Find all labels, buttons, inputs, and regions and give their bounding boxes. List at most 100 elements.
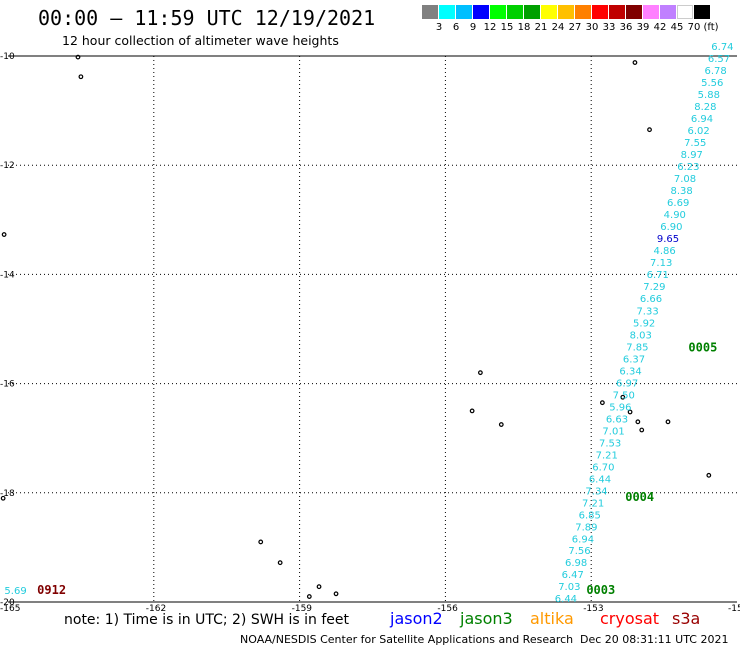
colorbar-swatch (456, 5, 472, 19)
swh-value-label: 5.88 (698, 90, 720, 101)
swh-value-label: 4.90 (664, 210, 686, 221)
track-time-marker: 0912 (37, 583, 66, 597)
swh-value-label: 6.44 (589, 474, 611, 485)
colorbar-tick-label: 9 (469, 22, 477, 33)
colorbar-tick-label: 45 (670, 22, 684, 33)
swh-value-label: 8.28 (694, 102, 716, 113)
swh-value-label: 7.21 (582, 498, 604, 509)
swh-value-label: 6.70 (592, 462, 614, 473)
colorbar-swatch (609, 5, 625, 19)
island-outline (469, 408, 475, 414)
latitude-tick-label: -20 (0, 598, 15, 608)
colorbar-swatch (592, 5, 608, 19)
longitude-tick-label: -162 (146, 604, 166, 614)
footer-note: note: 1) Time is in UTC; 2) SWH is in fe… (64, 612, 350, 628)
island-outline (647, 127, 652, 133)
mission-legend-item: jason2 (390, 609, 443, 628)
swh-value-label: 7.85 (626, 342, 648, 353)
swh-value-label: 7.33 (636, 306, 658, 317)
credit-text: NOAA/NESDIS Center for Satellite Applica… (240, 633, 574, 646)
colorbar-tick-label: 42 (653, 22, 667, 33)
colorbar-swatch (677, 5, 693, 19)
island-outline (639, 427, 645, 433)
longitude-tick-label: -156 (437, 604, 458, 614)
swh-value-label: 9.65 (657, 234, 679, 245)
colorbar-tick-label: 21 (534, 22, 548, 33)
longitude-tick-label: -159 (292, 604, 313, 614)
mission-legend-item: altika (530, 609, 574, 628)
colorbar-swatch (507, 5, 523, 19)
island-outline (599, 400, 605, 406)
swh-value-label: 5.56 (701, 78, 723, 89)
colorbar-tick-label: 70 (687, 22, 701, 33)
island-outline (498, 422, 504, 427)
latitude-tick-label: -16 (0, 380, 15, 390)
map-title: 00:00 – 11:59 UTC 12/19/2021 (38, 6, 376, 30)
swh-value-label: 5.92 (633, 318, 655, 329)
swh-value-label: 7.21 (596, 450, 618, 461)
swh-value-label: 4.86 (653, 246, 675, 257)
swh-value-label: 7.01 (602, 426, 624, 437)
swh-value-label: 7.03 (558, 582, 580, 593)
swh-value-label: 7.56 (568, 546, 590, 557)
swh-value-label: 7.08 (674, 174, 696, 185)
island-outline (706, 472, 712, 478)
track-time-marker: 0005 (688, 340, 717, 354)
swh-value-label: 7.89 (575, 522, 597, 533)
colorbar-tick-label: 27 (568, 22, 582, 33)
swh-value-label: 6.94 (572, 534, 594, 545)
latitude-tick-label: -14 (0, 270, 15, 280)
island-outline (258, 539, 264, 545)
swh-value-label: 6.63 (606, 414, 628, 425)
swh-value-label: 6.97 (616, 378, 638, 389)
mission-legend-item: s3a (672, 609, 701, 628)
swh-value-label: 8.38 (670, 186, 692, 197)
island-outline (635, 419, 641, 425)
colorbar-tick-label: 6 (452, 22, 460, 33)
swh-value-label: 6.44 (555, 594, 577, 605)
swh-value-label: 7.50 (613, 390, 635, 401)
swh-value-label: 6.74 (711, 42, 733, 53)
swh-value-label: 7.55 (684, 138, 706, 149)
swh-value-label: 5.69 (4, 586, 26, 597)
track-time-marker: 0004 (625, 490, 654, 504)
swh-value-label: 6.98 (565, 558, 587, 569)
swh-value-label: 8.97 (681, 150, 703, 161)
colorbar-tick-label: 24 (551, 22, 565, 33)
swh-value-label: 6.02 (687, 126, 709, 137)
swh-value-label: 7.13 (650, 258, 672, 269)
swh-value-label: 6.34 (619, 366, 641, 377)
colorbar-swatch (626, 5, 642, 19)
colorbar-swatch (524, 5, 540, 19)
swh-value-label: 6.47 (562, 570, 584, 581)
swh-value-label: 6.57 (708, 54, 730, 65)
swh-value-label: 6.85 (579, 510, 601, 521)
swh-value-label: 7.34 (585, 486, 607, 497)
track-time-marker: 0003 (586, 583, 615, 597)
longitude-tick-label: -153 (583, 604, 603, 614)
colorbar-swatch (439, 5, 455, 19)
island-outline (277, 560, 283, 566)
island-outline (620, 394, 626, 400)
colorbar-tick-label: (ft) (703, 22, 719, 33)
swh-value-label: 6.23 (677, 162, 699, 173)
island-outline (627, 409, 633, 415)
colorbar-tick-label: 33 (602, 22, 616, 33)
mission-legend-item: jason3 (460, 609, 513, 628)
colorbar-tick-label: 3 (435, 22, 443, 33)
colorbar-tick-label: 39 (636, 22, 650, 33)
swh-value-label: 6.90 (660, 222, 682, 233)
swh-value-label: 6.78 (704, 66, 726, 77)
island-outline (306, 594, 312, 599)
island-outline (333, 591, 339, 597)
swh-value-label: 6.71 (647, 270, 669, 281)
colorbar-swatch (473, 5, 489, 19)
island-outline (632, 60, 638, 65)
latitude-tick-label: -18 (0, 489, 15, 499)
colorbar-swatch (422, 5, 438, 19)
swh-value-label: 6.66 (640, 294, 662, 305)
colorbar-swatch (541, 5, 557, 19)
mission-legend-item: cryosat (600, 609, 660, 628)
island-outline (75, 54, 81, 60)
